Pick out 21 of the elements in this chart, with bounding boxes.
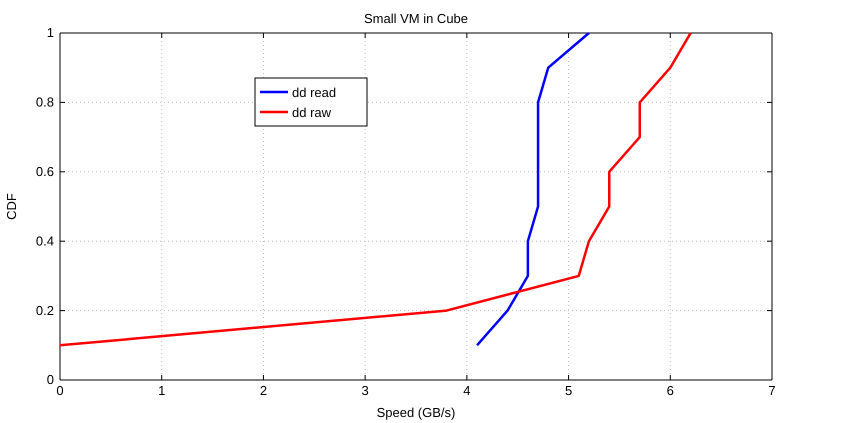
x-tick-label: 6 xyxy=(666,383,674,398)
x-tick-label: 7 xyxy=(768,383,776,398)
x-tick-label: 2 xyxy=(260,383,268,398)
y-tick-label: 0.8 xyxy=(36,94,54,110)
y-tick-label: 0.2 xyxy=(36,302,54,318)
x-tick-label: 1 xyxy=(158,383,166,398)
y-tick-label: 0.4 xyxy=(36,233,54,248)
y-tick-label: 0 xyxy=(46,372,54,388)
x-tick-label: 0 xyxy=(56,383,64,398)
x-axis-title: Speed (GB/s) xyxy=(376,405,456,420)
x-tick-label: 5 xyxy=(564,383,572,398)
legend-label: dd read xyxy=(292,85,336,100)
legend-label: dd raw xyxy=(292,105,332,120)
x-tick-label: 3 xyxy=(362,383,369,398)
y-tick-label: 0.6 xyxy=(36,164,54,179)
y-axis-title: CDF xyxy=(4,193,19,220)
line-series xyxy=(476,32,590,347)
y-tick-label: 1 xyxy=(46,25,54,40)
chart-title: Small VM in Cube xyxy=(364,11,468,26)
x-tick-label: 4 xyxy=(463,383,470,398)
line-series xyxy=(58,32,692,347)
